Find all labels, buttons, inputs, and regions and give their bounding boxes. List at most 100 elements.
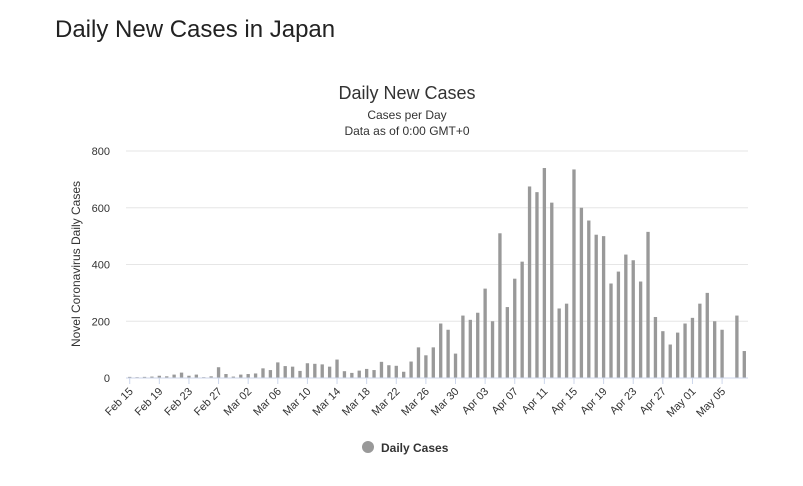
bar[interactable]	[446, 329, 450, 378]
bar[interactable]	[439, 323, 443, 378]
bar[interactable]	[179, 372, 184, 378]
bar[interactable]	[246, 374, 250, 378]
bar[interactable]	[513, 278, 517, 378]
bar[interactable]	[424, 355, 428, 378]
legend[interactable]: Daily Cases	[362, 441, 449, 455]
bar[interactable]	[431, 347, 435, 378]
bar[interactable]	[290, 366, 295, 378]
bar[interactable]	[698, 303, 702, 378]
x-tick-label: Mar 06	[251, 386, 284, 419]
bar[interactable]	[742, 351, 746, 378]
bar[interactable]	[653, 316, 658, 378]
bar[interactable]	[557, 308, 561, 378]
x-tick-label: Mar 10	[281, 386, 314, 419]
bar[interactable]	[364, 368, 369, 378]
bar[interactable]	[594, 234, 598, 378]
bar[interactable]	[372, 370, 376, 378]
chart-subtitle-line-1: Cases per Day	[367, 108, 446, 122]
bar[interactable]	[305, 363, 310, 378]
bar[interactable]	[209, 376, 213, 378]
x-tick-label: Mar 22	[370, 386, 403, 419]
bar[interactable]	[476, 312, 480, 378]
bar[interactable]	[535, 192, 539, 378]
bar[interactable]	[675, 332, 680, 378]
bar[interactable]	[313, 363, 317, 378]
bar[interactable]	[298, 370, 302, 378]
bar[interactable]	[616, 271, 621, 378]
chart-title: Daily New Cases	[338, 83, 475, 103]
bar[interactable]	[646, 231, 650, 378]
bar[interactable]	[587, 220, 591, 378]
x-tick-label: Mar 02	[222, 386, 255, 419]
bar[interactable]	[379, 361, 384, 378]
bar[interactable]	[253, 373, 258, 378]
bar[interactable]	[638, 281, 643, 378]
bar[interactable]	[498, 233, 502, 378]
bar[interactable]	[172, 374, 176, 378]
bar[interactable]	[268, 370, 273, 378]
bar[interactable]	[394, 365, 398, 378]
bar[interactable]	[402, 371, 406, 378]
bar[interactable]	[505, 307, 510, 378]
bar[interactable]	[631, 260, 635, 378]
bar[interactable]	[601, 236, 606, 379]
bar[interactable]	[572, 169, 576, 378]
x-tick-label: Apr 07	[489, 386, 520, 417]
bar[interactable]	[239, 374, 243, 378]
bar[interactable]	[128, 376, 132, 378]
bar[interactable]	[453, 353, 458, 378]
bar[interactable]	[261, 368, 265, 378]
bar[interactable]	[194, 374, 199, 378]
bar[interactable]	[609, 283, 613, 378]
bar[interactable]	[320, 364, 324, 378]
bar[interactable]	[231, 376, 236, 378]
x-tick-label: Mar 18	[340, 386, 373, 419]
bar[interactable]	[668, 344, 672, 378]
page-heading: Daily New Cases in Japan	[55, 16, 336, 43]
bar[interactable]	[224, 374, 228, 378]
bar[interactable]	[409, 361, 413, 378]
bar[interactable]	[461, 315, 465, 378]
bar[interactable]	[357, 370, 361, 378]
bar[interactable]	[564, 303, 569, 378]
bar[interactable]	[735, 315, 739, 378]
bar[interactable]	[283, 366, 287, 378]
bar[interactable]	[157, 375, 161, 378]
bar[interactable]	[327, 366, 332, 378]
bar[interactable]	[468, 319, 472, 378]
chart-subtitle-line-2: Data as of 0:00 GMT+0	[344, 124, 469, 138]
bar[interactable]	[490, 321, 495, 378]
bar[interactable]	[350, 372, 354, 378]
bar[interactable]	[276, 362, 280, 378]
x-tick-label: Feb 19	[133, 386, 166, 419]
bar[interactable]	[342, 371, 347, 378]
bar[interactable]	[216, 367, 221, 378]
bar[interactable]	[720, 329, 724, 378]
bar[interactable]	[624, 254, 628, 378]
bar[interactable]	[520, 261, 524, 378]
legend-marker	[362, 441, 374, 453]
bar[interactable]	[579, 207, 584, 378]
bar[interactable]	[542, 168, 547, 378]
bar[interactable]	[527, 186, 532, 378]
bar[interactable]	[690, 317, 695, 378]
x-tick-label: May 05	[694, 386, 728, 420]
bar[interactable]	[550, 202, 554, 378]
bar[interactable]	[483, 288, 487, 378]
x-tick-label: Apr 15	[549, 386, 580, 417]
bar[interactable]	[683, 323, 687, 378]
y-tick-label: 0	[104, 373, 110, 385]
bar[interactable]	[705, 292, 709, 379]
y-axis-title: Novel Coronavirus Daily Cases	[69, 181, 83, 347]
bar[interactable]	[387, 365, 391, 378]
bar[interactable]	[142, 376, 147, 378]
bar[interactable]	[713, 321, 717, 378]
x-tick-label: Mar 14	[310, 386, 343, 419]
bar[interactable]	[416, 347, 421, 378]
bar[interactable]	[187, 375, 191, 378]
bar[interactable]	[165, 376, 169, 378]
bar[interactable]	[150, 376, 154, 378]
bar[interactable]	[335, 359, 339, 378]
bar[interactable]	[661, 331, 665, 378]
